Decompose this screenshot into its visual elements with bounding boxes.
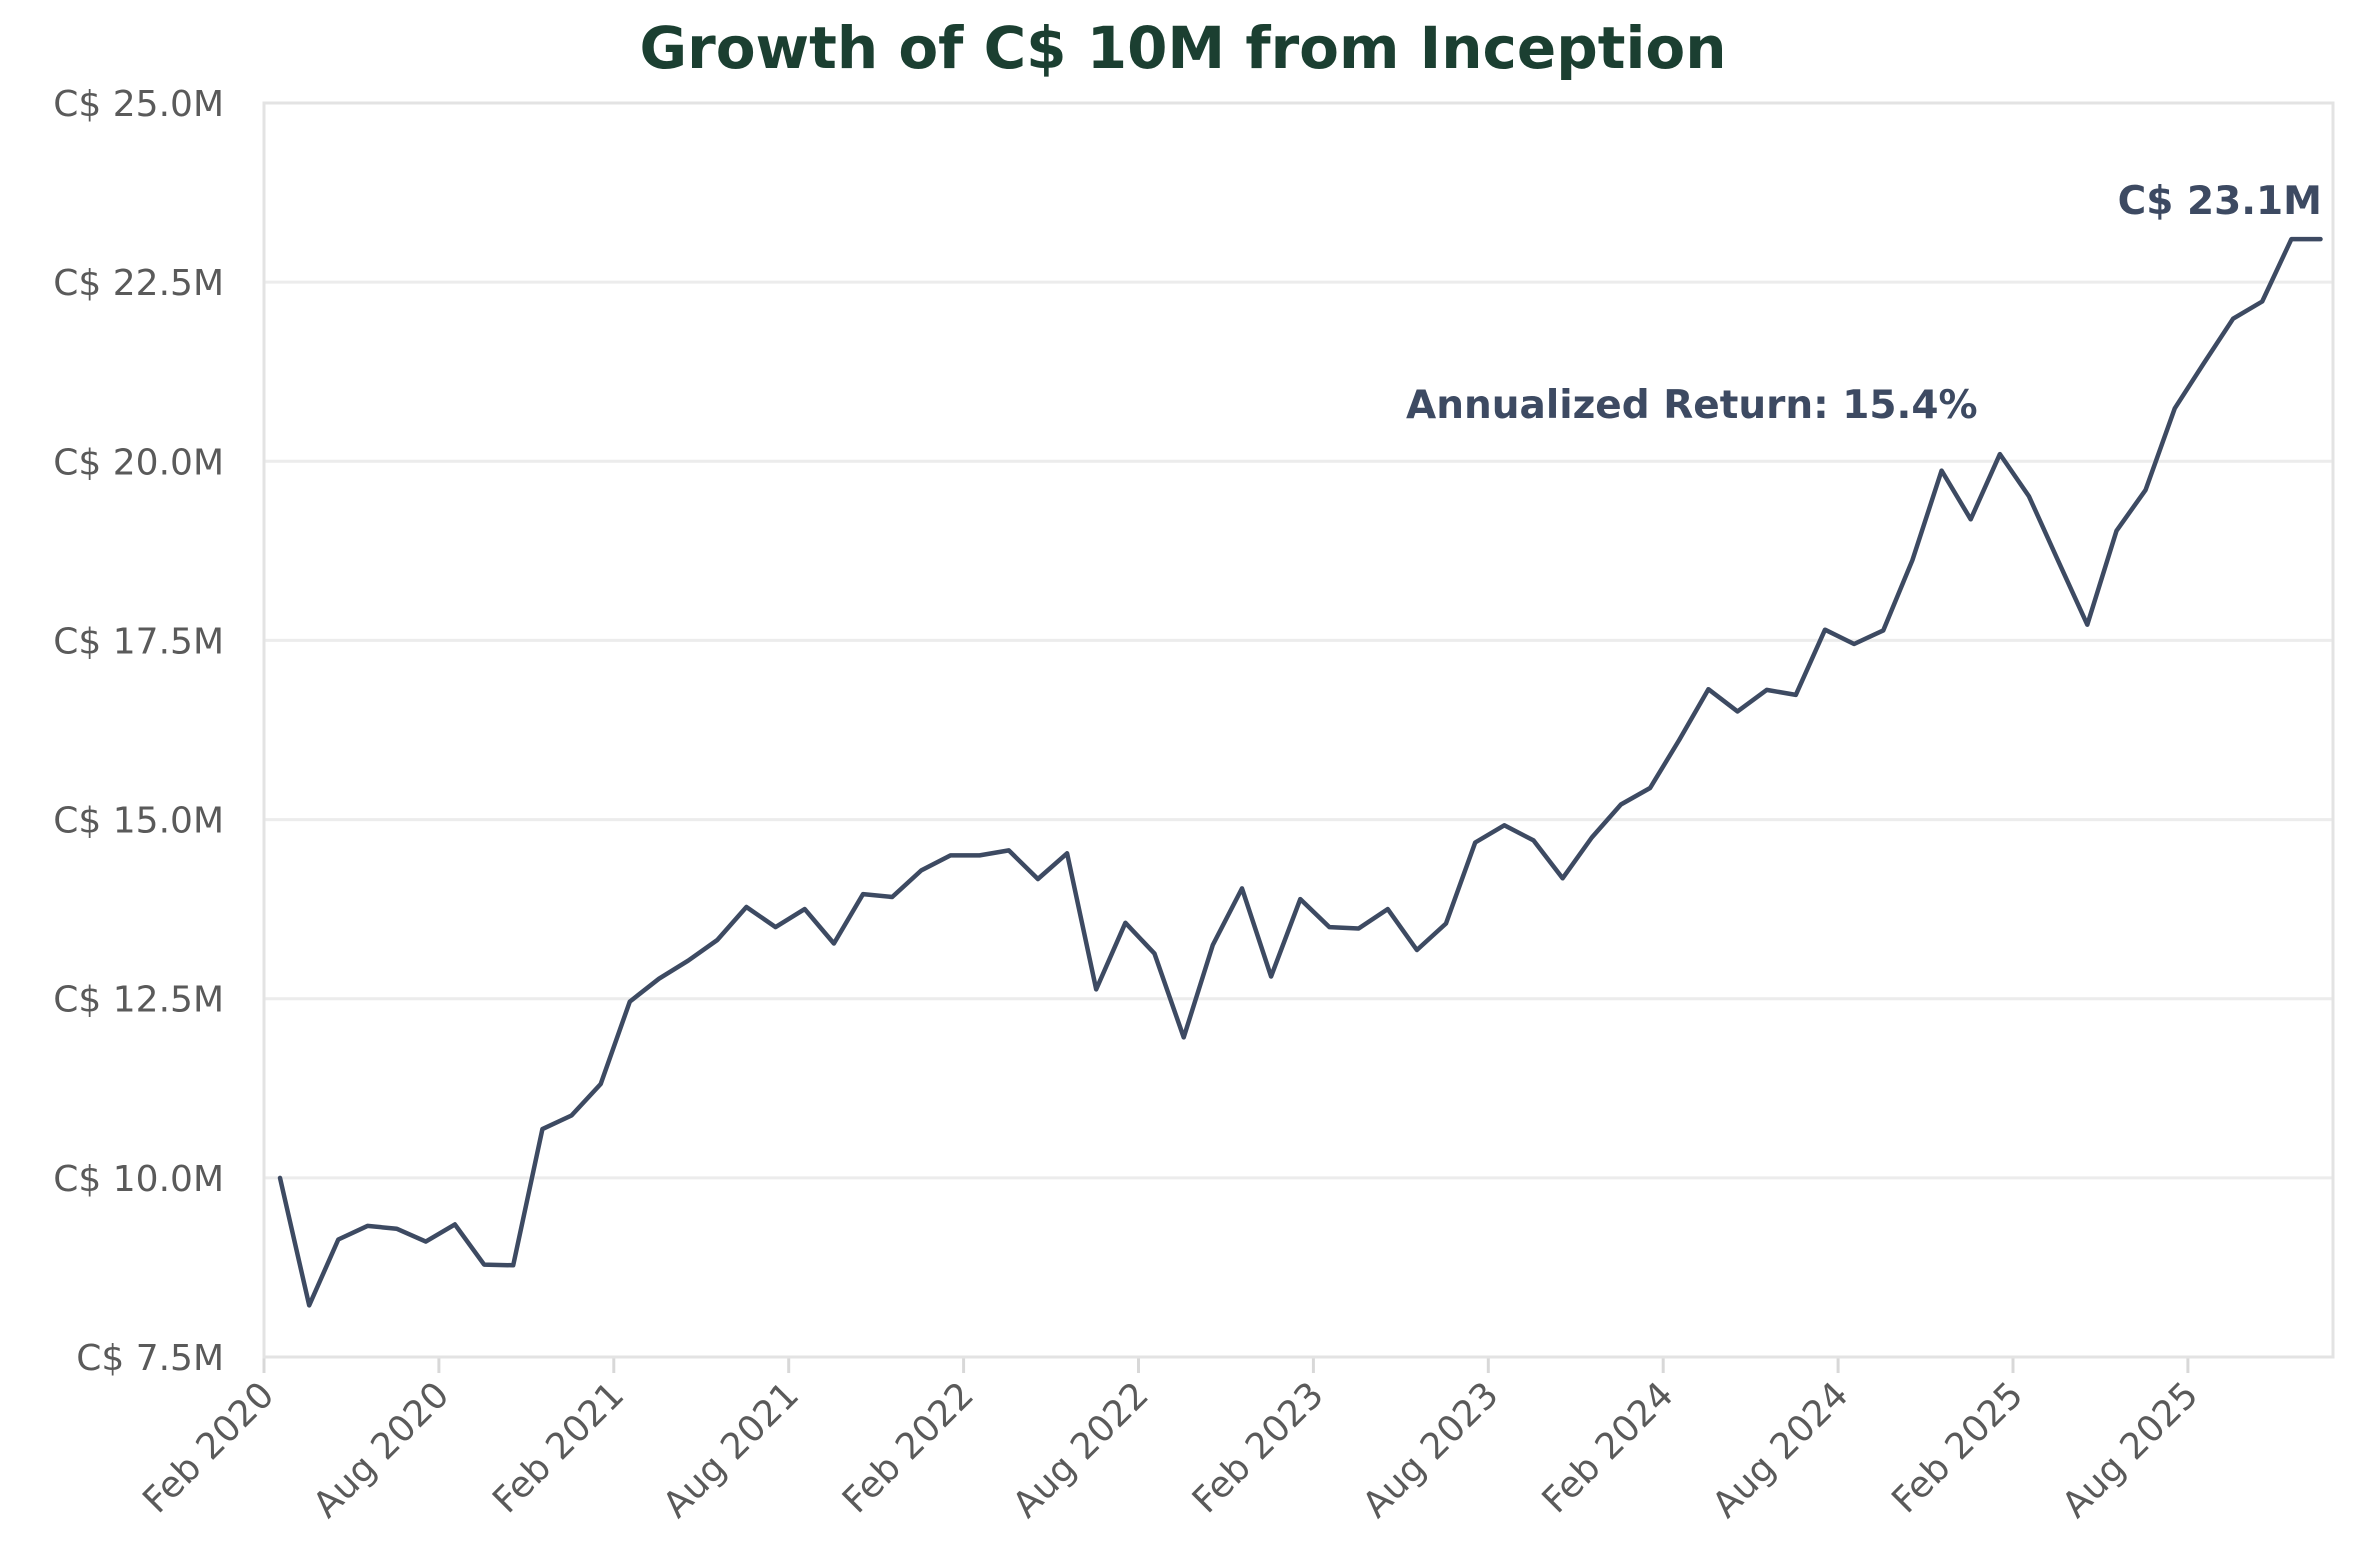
- annotation-final-value: C$ 23.1M: [2118, 179, 2322, 224]
- x-tick-label: Feb 2025: [1884, 1374, 2031, 1521]
- x-tick-label: Aug 2022: [1005, 1374, 1157, 1526]
- x-tick-label: Aug 2025: [2055, 1374, 2207, 1526]
- y-tick-label: C$ 17.5M: [53, 621, 224, 662]
- y-tick-label: C$ 7.5M: [76, 1338, 224, 1379]
- chart-title: Growth of C$ 10M from Inception: [639, 14, 1726, 82]
- y-tick-label: C$ 15.0M: [53, 801, 224, 842]
- series-layer: [277, 236, 2323, 1308]
- series-line-portfolio-value: [277, 236, 2323, 1308]
- x-tick-label: Feb 2021: [485, 1374, 632, 1521]
- plot-area-frame: [262, 101, 2335, 1359]
- x-tick-label: Aug 2021: [655, 1374, 807, 1526]
- x-tick-label: Aug 2024: [1705, 1374, 1857, 1526]
- x-tick-label: Feb 2023: [1185, 1374, 1332, 1521]
- y-tick-label: C$ 10.0M: [53, 1159, 224, 1200]
- x-tick-label: Feb 2024: [1535, 1374, 1682, 1521]
- x-tick-label: Aug 2020: [306, 1374, 458, 1526]
- y-tick-label: C$ 25.0M: [53, 84, 224, 125]
- y-axis-tick-labels: C$ 7.5M C$ 10.0M C$ 12.5M C$ 15.0M C$ 17.5M C…: [53, 84, 224, 1379]
- x-tick-label: Aug 2023: [1355, 1374, 1507, 1526]
- y-tick-label: C$ 20.0M: [53, 442, 224, 483]
- annotation-annualized-return: Annualized Return: 15.4%: [1406, 383, 1978, 428]
- y-tick-label: C$ 12.5M: [53, 980, 224, 1021]
- gridlines: [264, 101, 2333, 1359]
- annotations: Annualized Return: 15.4% C$ 23.1M: [1406, 179, 2322, 428]
- y-tick-label: C$ 22.5M: [53, 263, 224, 304]
- x-tick-label: Feb 2022: [835, 1374, 982, 1521]
- x-tick-label: Feb 2020: [135, 1374, 282, 1521]
- x-axis-ticks: Feb 2020 Aug 2020 Feb 2021 Aug 2021 Feb 2022…: [135, 1357, 2206, 1526]
